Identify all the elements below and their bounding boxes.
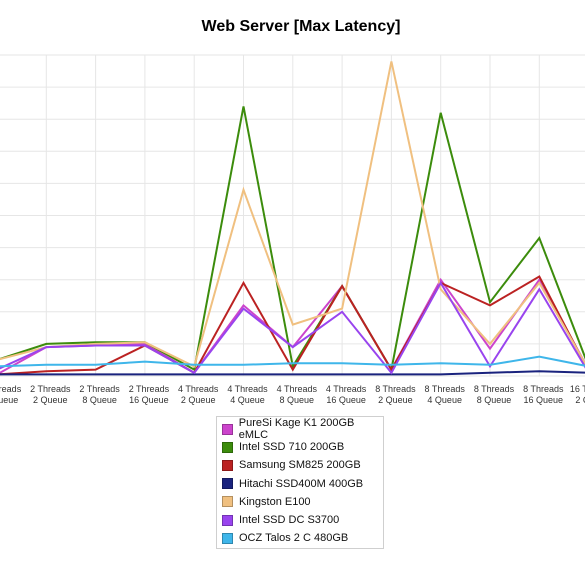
x-tick-label: 8 Threads 8 Queue	[474, 384, 515, 405]
series-line-2	[0, 275, 585, 376]
legend-label: Intel SSD 710 200GB	[239, 441, 345, 454]
legend-item: OCZ Talos 2 C 480GB	[222, 529, 383, 547]
legend-swatch	[222, 496, 233, 508]
x-tick-label: 8 Threads 2 Queue	[375, 384, 416, 405]
legend-label: PureSi Kage K1 200GB eMLC	[238, 417, 355, 442]
legend-label: Hitachi SSD400M 400GB	[239, 477, 364, 490]
x-tick-label: 4 Threads 2 Queue	[178, 384, 219, 405]
legend-label: OCZ Talos 2 C 480GB	[239, 532, 349, 545]
x-tick-label: 4 Threads 8 Queue	[277, 384, 318, 405]
legend-item: Intel SSD 710 200GB	[222, 438, 383, 456]
legend-swatch	[222, 514, 233, 526]
legend-item: Samsung SM825 200GB	[222, 456, 383, 474]
series-line-4	[0, 61, 585, 368]
x-tick-label: 2 Threads 8 Queue	[79, 384, 120, 405]
chart-series	[0, 61, 585, 376]
series-line-3	[0, 370, 585, 376]
chart-legend: PureSi Kage K1 200GB eMLC Intel SSD 710 2…	[216, 416, 384, 549]
legend-item: PureSi Kage K1 200GB eMLC	[222, 417, 383, 442]
legend-item: Kingston E100	[222, 493, 383, 511]
x-tick-label: 2 Threads 2 Queue	[30, 384, 71, 405]
legend-swatch	[222, 459, 233, 471]
legend-swatch	[222, 441, 233, 453]
legend-swatch	[222, 423, 233, 435]
x-tick-label: 8 Threads 4 Queue	[425, 384, 466, 405]
legend-swatch	[222, 478, 233, 490]
legend-label: Kingston E100	[239, 495, 311, 508]
x-tick-label: 4 Threads 16 Queue	[326, 384, 367, 405]
series-line-5	[0, 280, 585, 375]
legend-label: Intel SSD DC S3700	[239, 514, 340, 527]
chart-title: Web Server [Max Latency]	[201, 18, 401, 35]
legend-label: Samsung SM825 200GB	[239, 459, 361, 472]
x-tick-label: 4 Threads 4 Queue	[227, 384, 268, 405]
series-line-6	[0, 355, 585, 368]
legend-item: Hitachi SSD400M 400GB	[222, 475, 383, 493]
x-tick-label: 8 Threads 16 Queue	[523, 384, 564, 405]
legend-swatch	[222, 532, 233, 544]
x-tick-label: 2 Threads 16 Queue	[129, 384, 170, 405]
legend-item: Intel SSD DC S3700	[222, 511, 383, 529]
chart-grid	[0, 54, 585, 377]
